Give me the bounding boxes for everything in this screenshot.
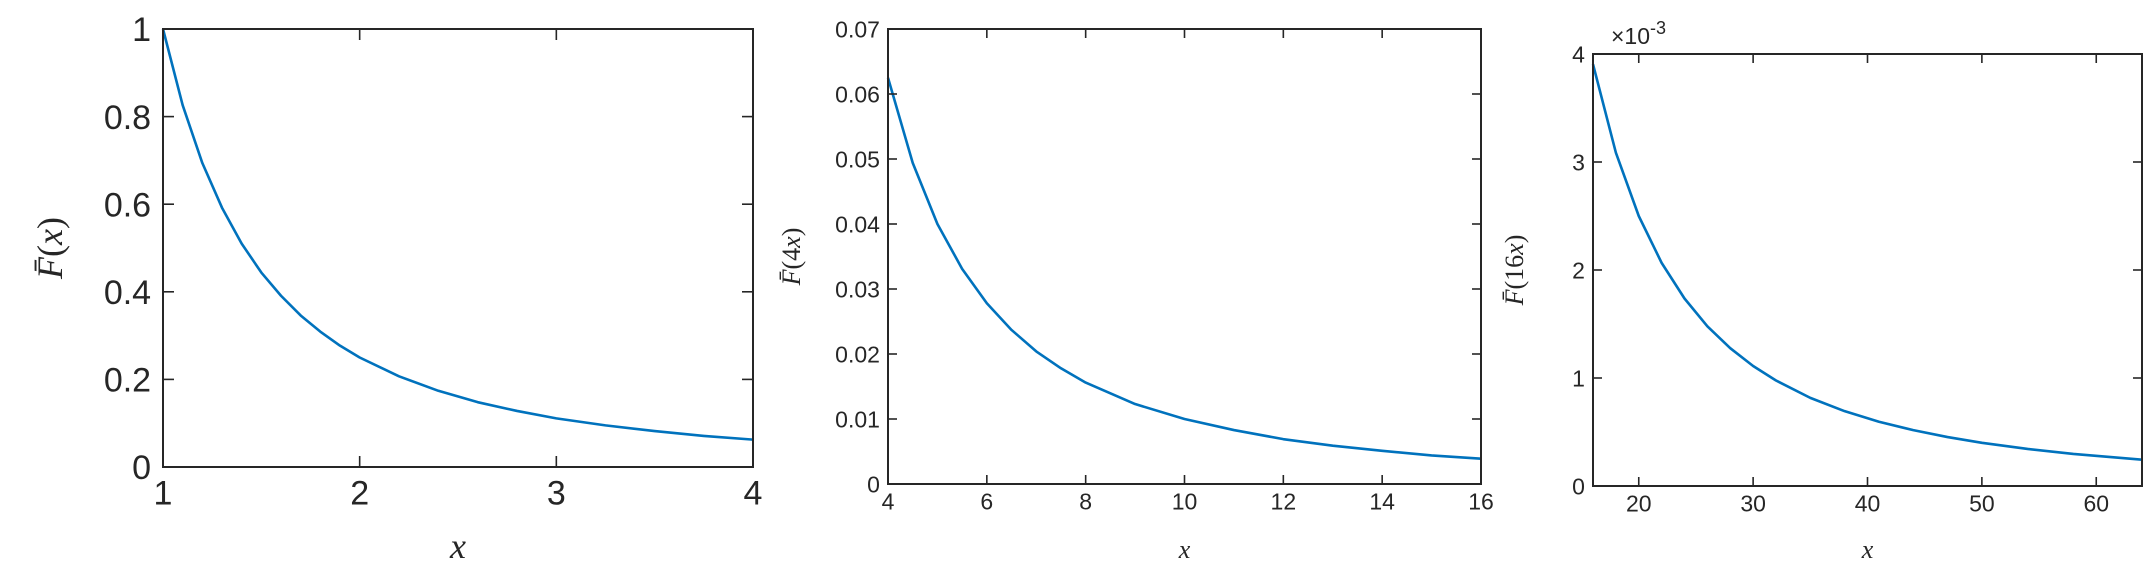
axes-box bbox=[1592, 53, 2143, 487]
series-line-1 bbox=[161, 28, 754, 441]
y-tick-label: 0 bbox=[867, 471, 880, 497]
series-line-1 bbox=[1591, 63, 2143, 461]
x-tick-label: 40 bbox=[1855, 490, 1881, 516]
y-tick-label: 0.03 bbox=[835, 276, 880, 302]
y-tick-label: 2 bbox=[1572, 257, 1585, 283]
plot-area bbox=[163, 29, 753, 467]
y-axis-label: F̄(4x) bbox=[777, 228, 806, 287]
x-tick-label: 3 bbox=[547, 474, 566, 512]
x-tick-label: 4 bbox=[882, 488, 895, 514]
y-tick-label: 0 bbox=[1572, 473, 1585, 499]
y-tick-label: 0.6 bbox=[104, 186, 151, 224]
chart-panel-2: 4 6 8 10 12 14 16 0 0.01 0.02 0.03 0.04 0.05 0.06 0.07… bbox=[777, 16, 1494, 564]
x-tick-label: 50 bbox=[1969, 490, 1995, 516]
x-tick-label: 2 bbox=[350, 474, 369, 512]
y-tick-label: 0.04 bbox=[835, 211, 880, 237]
x-tick-label: 1 bbox=[154, 474, 173, 512]
y-axis-label: F̄(16x) bbox=[1500, 235, 1529, 307]
plot-area bbox=[888, 29, 1481, 484]
x-tick-label: 6 bbox=[980, 488, 993, 514]
x-tick-label: 30 bbox=[1740, 490, 1766, 516]
x-tick-label: 14 bbox=[1369, 488, 1395, 514]
x-tick-label: 8 bbox=[1079, 488, 1092, 514]
y-tick-label: 0.8 bbox=[104, 99, 151, 137]
x-tick-label: 60 bbox=[2083, 490, 2109, 516]
x-axis-label: x bbox=[449, 526, 466, 566]
x-axis-label: x bbox=[1178, 535, 1191, 564]
axes-box bbox=[162, 28, 754, 468]
x-tick-label: 20 bbox=[1626, 490, 1652, 516]
x-tick-label: 16 bbox=[1468, 488, 1494, 514]
series-line-1 bbox=[886, 77, 1482, 460]
y-tick-label: 0.2 bbox=[104, 362, 151, 400]
plot-area bbox=[1593, 54, 2142, 486]
x-tick-label: 12 bbox=[1271, 488, 1297, 514]
y-tick-label: 4 bbox=[1572, 41, 1585, 67]
chart-panel-1: 1 2 3 4 0 0.2 0.4 0.6 0.8 1 x F̄(x) bbox=[30, 11, 762, 566]
chart-panel-3: 20 30 40 50 60 0 1 2 3 4 ×10-3 x F̄(16x) bbox=[1500, 18, 2143, 564]
y-tick-label: 0.07 bbox=[835, 16, 880, 42]
axes-box bbox=[887, 28, 1482, 485]
y-tick-label: 0.01 bbox=[835, 406, 880, 432]
y-axis-label: F̄(x) bbox=[30, 217, 70, 280]
x-tick-label: 10 bbox=[1172, 488, 1198, 514]
x-tick-label: 4 bbox=[744, 474, 763, 512]
y-tick-label: 0.05 bbox=[835, 146, 880, 172]
y-tick-label: 0.4 bbox=[104, 274, 151, 312]
x-axis-label: x bbox=[1861, 535, 1874, 564]
y-tick-label: 0.02 bbox=[835, 341, 880, 367]
y-exponent-label: ×10-3 bbox=[1611, 18, 1666, 49]
y-tick-label: 3 bbox=[1572, 149, 1585, 175]
y-tick-label: 1 bbox=[1572, 365, 1585, 391]
y-tick-label: 1 bbox=[132, 11, 151, 49]
y-tick-label: 0.06 bbox=[835, 81, 880, 107]
y-tick-label: 0 bbox=[132, 449, 151, 487]
